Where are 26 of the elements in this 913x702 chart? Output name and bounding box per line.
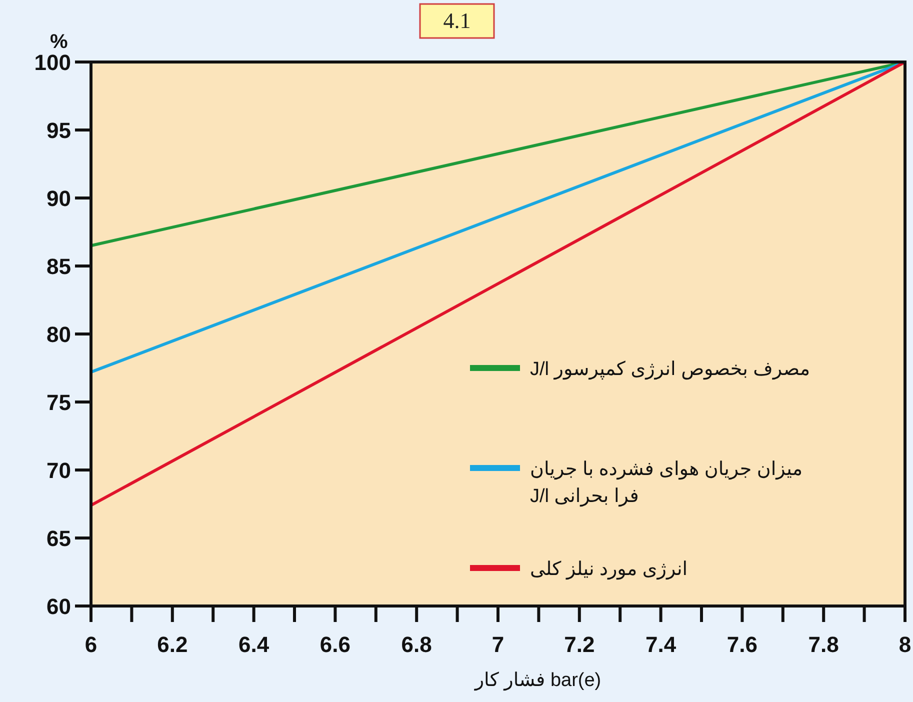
x-tick-label: 7: [492, 632, 504, 657]
y-tick-label: 75: [46, 390, 71, 415]
x-tick-label: 6.4: [238, 632, 270, 657]
chart-title: 4.1: [443, 8, 471, 33]
y-axis-title: %: [50, 31, 68, 53]
x-tick-label: 8: [898, 632, 912, 657]
y-tick-label: 80: [46, 322, 71, 347]
legend-label: انرژی مورد نیلز کلی: [530, 559, 688, 580]
y-tick-label: 85: [46, 254, 71, 279]
x-tick-label: 7.4: [646, 632, 677, 657]
x-axis-title: bar(e) فشار کار: [474, 670, 602, 691]
y-tick-label: 95: [46, 118, 71, 143]
x-tick-label: 7.8: [808, 632, 839, 657]
y-tick-label: 90: [46, 186, 71, 211]
y-tick-label: 70: [46, 458, 71, 483]
y-tick-label: 100: [34, 50, 71, 75]
x-tick-label: 6.8: [401, 632, 432, 657]
x-tick-label: 7.2: [564, 632, 595, 657]
y-tick-label: 65: [46, 526, 71, 551]
legend-label: میزان جریان هوای فشرده با جریان فرا بحرانی J/l: [530, 459, 803, 507]
x-tick-label: 6.2: [157, 632, 188, 657]
legend-label: مصرف بخصوص انرژی کمپرسور J/l: [530, 359, 810, 380]
y-tick-label: 60: [46, 594, 71, 619]
x-tick-label: 7.6: [726, 632, 758, 657]
x-tick-label: 6: [84, 632, 98, 657]
x-tick-label: 6.6: [320, 632, 350, 657]
